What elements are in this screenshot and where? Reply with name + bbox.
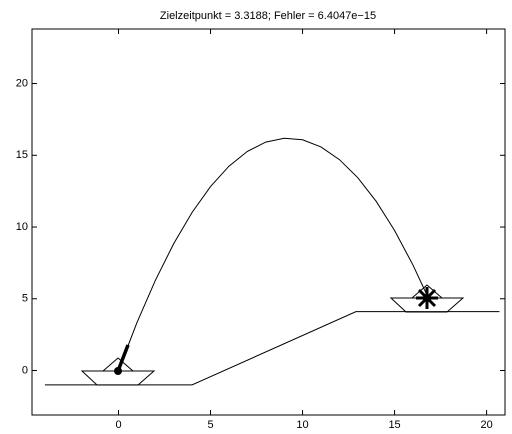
boat-hull [389, 297, 465, 313]
impact-star [416, 287, 438, 309]
y-tick-label: 5 [22, 293, 28, 305]
boat-hull [80, 370, 156, 386]
cannon [116, 344, 130, 372]
boat-cabin [411, 284, 443, 299]
y-tick-label: 10 [16, 221, 28, 233]
boat-left [80, 344, 156, 386]
boat-cabin [102, 357, 134, 372]
x-tick-label: 5 [207, 419, 213, 431]
cannon-base [114, 367, 122, 375]
chart-title: Zielzeitpunkt = 3.3188; Fehler = 6.4047e… [160, 10, 376, 22]
y-tick-label: 0 [22, 364, 28, 376]
y-tick-label: 20 [16, 77, 28, 89]
x-tick-label: 10 [296, 419, 308, 431]
boat-right [389, 284, 465, 313]
x-tick-label: 20 [480, 419, 492, 431]
x-tick-label: 15 [388, 419, 400, 431]
y-tick-label: 15 [16, 149, 28, 161]
x-tick-label: 0 [115, 419, 121, 431]
axes-box [31, 28, 506, 416]
series-line [118, 137, 429, 371]
plot-area: 0 5 10 15 20 0 5 10 15 20 [16, 28, 506, 431]
